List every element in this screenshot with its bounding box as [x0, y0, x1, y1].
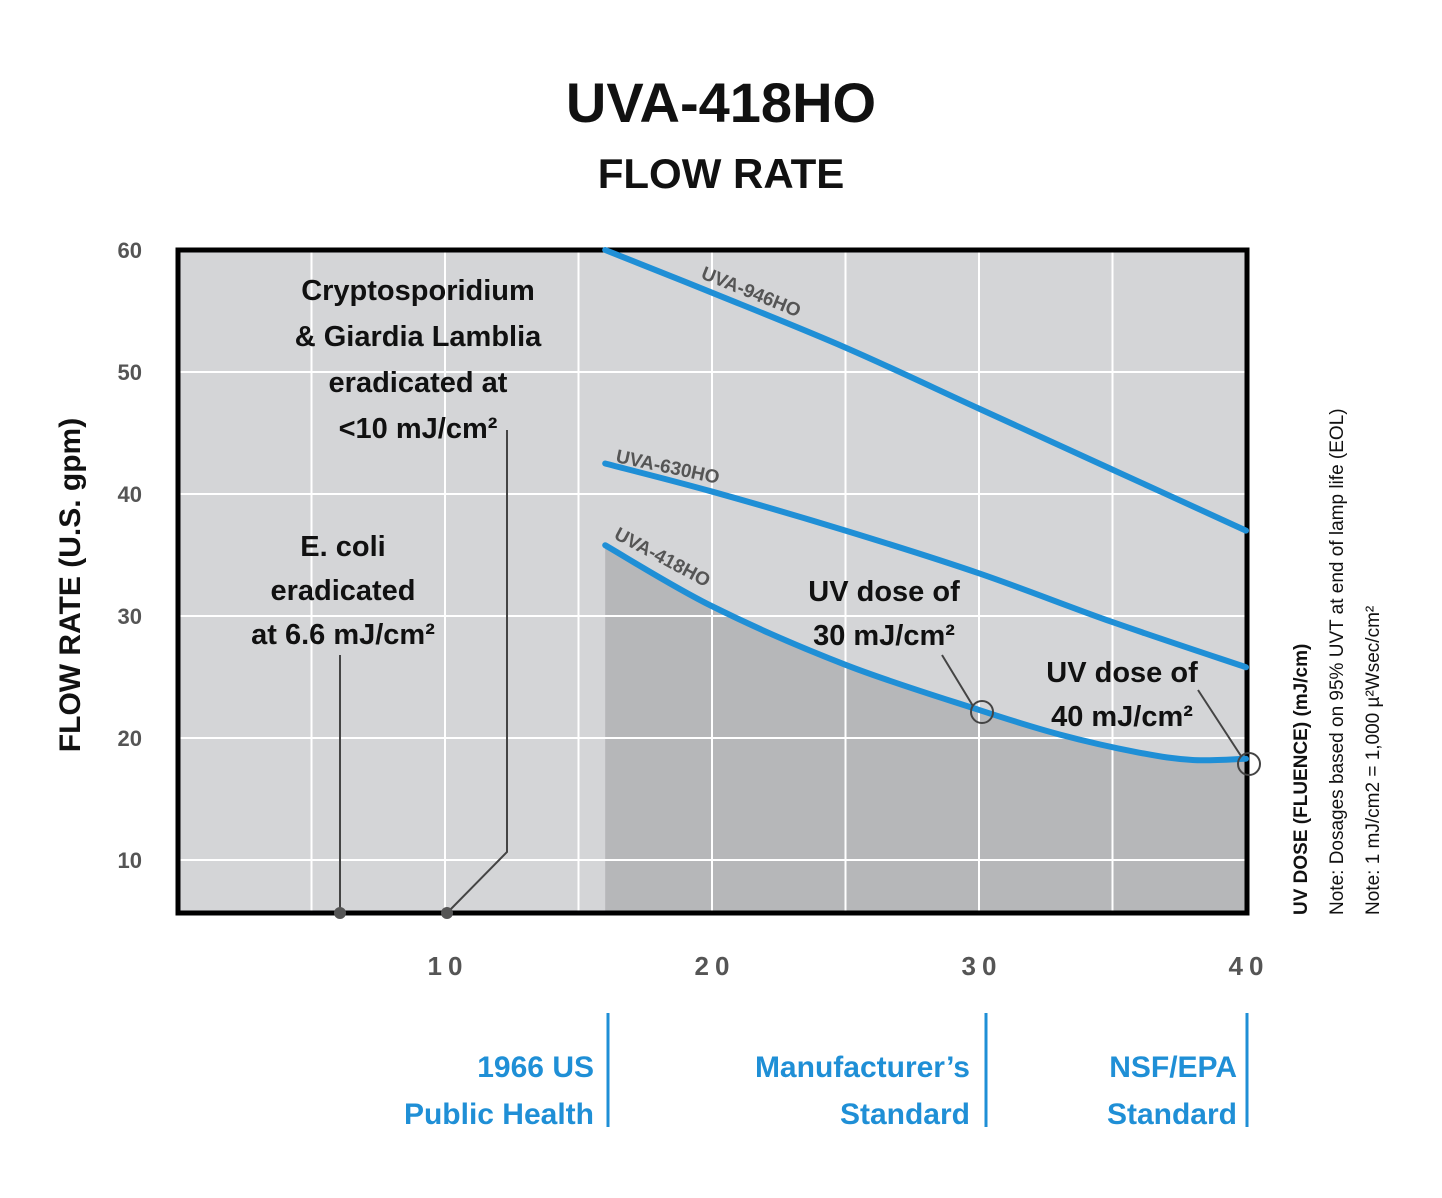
- annotation-dose30-leader: [941, 654, 974, 707]
- y-tick-label-10: 10: [118, 848, 142, 873]
- annotation-dose40-marker: [1237, 752, 1261, 776]
- annotation-dose40-line-2: 40 mJ/cm²: [1051, 701, 1193, 733]
- annotation-dose40-leader: [1197, 689, 1242, 757]
- y-tick-label-30: 30: [118, 604, 142, 629]
- standard-1-line-1: 1966 US: [477, 1051, 594, 1084]
- annotation-ecoli-line-2: eradicated: [270, 575, 415, 607]
- x-tick-label-40: 40: [1229, 951, 1270, 981]
- footnote-1: Note: Dosages based on 95% UVT at end of…: [1327, 408, 1348, 915]
- y-tick-label-20: 20: [118, 726, 142, 751]
- annotation-dose30-line-1: UV dose of: [808, 576, 960, 608]
- x-tick-label-20: 20: [695, 951, 736, 981]
- annotation-crypto-leader: [446, 430, 508, 914]
- area-fill-uva-418ho: [605, 545, 1246, 913]
- y-axis-label: FLOW RATE (U.S. gpm): [54, 418, 87, 752]
- annotation-crypto-line-3: eradicated at: [329, 367, 508, 399]
- annotation-dose30-marker: [970, 700, 994, 724]
- chart-subtitle: FLOW RATE: [597, 150, 845, 197]
- series-line-uva-630ho: [602, 460, 1249, 671]
- x-axis-label: UV DOSE (FLUENCE) (mJ/cm): [1291, 644, 1312, 915]
- standard-3-line-1: NSF/EPA: [1109, 1051, 1237, 1084]
- standard-2-line-1: Manufacturer’s: [755, 1051, 970, 1084]
- series-line-uva-418ho: [602, 542, 1249, 764]
- y-tick-label-50: 50: [118, 360, 142, 385]
- standard-1-line-2: Public Health: [404, 1098, 594, 1131]
- standard-2-line-2: Standard: [840, 1098, 970, 1131]
- annotation-ecoli-line-1: E. coli: [300, 531, 385, 563]
- plot-frame: [175, 247, 1250, 916]
- annotation-crypto-marker: [441, 907, 453, 919]
- annotation-ecoli-line-3: at 6.6 mJ/cm²: [251, 619, 435, 651]
- annotation-ecoli-marker: [334, 907, 346, 919]
- x-tick-label-10: 10: [428, 951, 469, 981]
- annotation-dose40-line-1: UV dose of: [1046, 657, 1198, 689]
- y-tick-label-40: 40: [118, 482, 142, 507]
- annotation-crypto-line-4: <10 mJ/cm²: [339, 413, 498, 445]
- footnote-2: Note: 1 mJ/cm2 = 1,000 µ²Wsec/cm²: [1363, 606, 1384, 915]
- x-tick-label-30: 30: [962, 951, 1003, 981]
- series-line-uva-946ho: [602, 247, 1249, 534]
- annotation-crypto-line-1: Cryptosporidium: [301, 275, 535, 307]
- y-tick-label-60: 60: [118, 238, 142, 263]
- chart-title: UVA-418HO: [565, 71, 877, 134]
- standard-3-line-2: Standard: [1107, 1098, 1237, 1131]
- annotation-crypto-line-2: & Giardia Lamblia: [295, 321, 542, 353]
- annotation-dose30-line-2: 30 mJ/cm²: [813, 620, 955, 652]
